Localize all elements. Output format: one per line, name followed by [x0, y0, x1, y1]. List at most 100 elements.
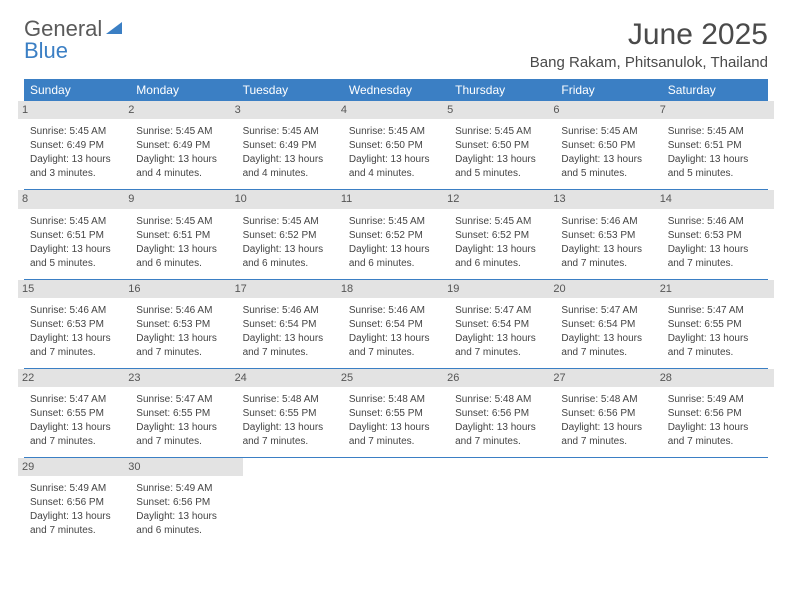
day-cell: Sunrise: 5:46 AMSunset: 6:54 PMDaylight:…	[237, 301, 343, 369]
day-line: Sunset: 6:52 PM	[349, 229, 443, 242]
daynum-cell: 29	[24, 458, 130, 479]
day-line: Sunrise: 5:46 AM	[136, 304, 230, 317]
day-line: Daylight: 13 hours	[349, 421, 443, 434]
day-number: 7	[656, 101, 774, 119]
day-line: Sunrise: 5:49 AM	[136, 482, 230, 495]
day-line: Daylight: 13 hours	[136, 421, 230, 434]
day-header: Sunday	[24, 79, 130, 101]
daynum-cell: 23	[130, 369, 236, 390]
day-line: Daylight: 13 hours	[668, 153, 762, 166]
title-block: June 2025 Bang Rakam, Phitsanulok, Thail…	[530, 18, 768, 71]
day-line: and 6 minutes.	[136, 257, 230, 270]
day-cell: Sunrise: 5:45 AMSunset: 6:51 PMDaylight:…	[24, 212, 130, 280]
day-line: and 6 minutes.	[349, 257, 443, 270]
day-number: 9	[124, 190, 242, 208]
day-cell	[343, 479, 449, 546]
day-line: Sunset: 6:55 PM	[668, 318, 762, 331]
day-cell	[449, 479, 555, 546]
daynum-cell: 3	[237, 101, 343, 122]
daynum-cell: 13	[555, 190, 661, 211]
day-number: 30	[124, 458, 242, 476]
day-line: and 7 minutes.	[561, 435, 655, 448]
daynum-row: 15161718192021	[24, 280, 768, 301]
daynum-cell	[555, 458, 661, 479]
day-line: Sunrise: 5:45 AM	[455, 215, 549, 228]
day-header: Wednesday	[343, 79, 449, 101]
daynum-cell: 18	[343, 280, 449, 301]
day-cell: Sunrise: 5:48 AMSunset: 6:55 PMDaylight:…	[343, 390, 449, 458]
daynum-cell	[662, 458, 768, 479]
day-number: 1	[18, 101, 136, 119]
day-cell: Sunrise: 5:47 AMSunset: 6:54 PMDaylight:…	[449, 301, 555, 369]
day-line: Sunrise: 5:48 AM	[349, 393, 443, 406]
day-content-row: Sunrise: 5:49 AMSunset: 6:56 PMDaylight:…	[24, 479, 768, 546]
day-number: 25	[337, 369, 455, 387]
day-line: Sunset: 6:54 PM	[243, 318, 337, 331]
day-line: Daylight: 13 hours	[136, 153, 230, 166]
day-cell: Sunrise: 5:45 AMSunset: 6:52 PMDaylight:…	[237, 212, 343, 280]
daynum-cell: 9	[130, 190, 236, 211]
daynum-row: 1234567	[24, 101, 768, 122]
day-line: Sunset: 6:56 PM	[668, 407, 762, 420]
day-line: Sunset: 6:56 PM	[561, 407, 655, 420]
day-line: Sunrise: 5:46 AM	[30, 304, 124, 317]
day-number: 14	[656, 190, 774, 208]
day-line: and 7 minutes.	[136, 346, 230, 359]
daynum-row: 22232425262728	[24, 369, 768, 390]
day-cell: Sunrise: 5:45 AMSunset: 6:52 PMDaylight:…	[449, 212, 555, 280]
daynum-cell: 26	[449, 369, 555, 390]
day-line: Sunrise: 5:46 AM	[668, 215, 762, 228]
day-number: 6	[549, 101, 667, 119]
day-line: Sunset: 6:54 PM	[349, 318, 443, 331]
day-number: 24	[231, 369, 349, 387]
day-line: and 7 minutes.	[668, 346, 762, 359]
day-line: and 7 minutes.	[455, 346, 549, 359]
daynum-cell: 27	[555, 369, 661, 390]
daynum-cell: 16	[130, 280, 236, 301]
day-line: Sunrise: 5:45 AM	[136, 125, 230, 138]
day-line: Sunset: 6:55 PM	[349, 407, 443, 420]
day-line: Sunset: 6:52 PM	[455, 229, 549, 242]
day-line: and 6 minutes.	[136, 524, 230, 537]
day-cell: Sunrise: 5:45 AMSunset: 6:52 PMDaylight:…	[343, 212, 449, 280]
day-line: Sunrise: 5:45 AM	[30, 125, 124, 138]
day-number: 5	[443, 101, 561, 119]
day-line: Sunrise: 5:48 AM	[455, 393, 549, 406]
day-cell	[555, 479, 661, 546]
day-line: Daylight: 13 hours	[561, 332, 655, 345]
day-line: and 3 minutes.	[30, 167, 124, 180]
day-line: Daylight: 13 hours	[455, 421, 549, 434]
day-header: Thursday	[449, 79, 555, 101]
day-line: Daylight: 13 hours	[455, 243, 549, 256]
day-line: Daylight: 13 hours	[349, 332, 443, 345]
day-number: 3	[231, 101, 349, 119]
brand-logo: General Blue	[24, 18, 124, 62]
day-line: Sunrise: 5:47 AM	[561, 304, 655, 317]
day-number: 11	[337, 190, 455, 208]
day-line: Daylight: 13 hours	[561, 421, 655, 434]
daynum-cell: 1	[24, 101, 130, 122]
daynum-cell	[343, 458, 449, 479]
day-line: Sunrise: 5:45 AM	[455, 125, 549, 138]
day-line: and 6 minutes.	[243, 257, 337, 270]
day-cell: Sunrise: 5:49 AMSunset: 6:56 PMDaylight:…	[24, 479, 130, 546]
day-line: Daylight: 13 hours	[668, 332, 762, 345]
day-line: Sunrise: 5:48 AM	[243, 393, 337, 406]
day-header: Tuesday	[237, 79, 343, 101]
day-line: Sunrise: 5:45 AM	[30, 215, 124, 228]
day-line: and 4 minutes.	[136, 167, 230, 180]
day-cell: Sunrise: 5:45 AMSunset: 6:49 PMDaylight:…	[130, 122, 236, 190]
daynum-cell: 30	[130, 458, 236, 479]
day-line: Daylight: 13 hours	[243, 153, 337, 166]
day-cell: Sunrise: 5:45 AMSunset: 6:51 PMDaylight:…	[130, 212, 236, 280]
day-line: and 4 minutes.	[243, 167, 337, 180]
day-line: Daylight: 13 hours	[455, 153, 549, 166]
day-number: 2	[124, 101, 242, 119]
day-line: Sunrise: 5:46 AM	[349, 304, 443, 317]
day-line: and 5 minutes.	[561, 167, 655, 180]
day-cell: Sunrise: 5:49 AMSunset: 6:56 PMDaylight:…	[662, 390, 768, 458]
day-line: Sunrise: 5:45 AM	[136, 215, 230, 228]
day-line: Sunrise: 5:48 AM	[561, 393, 655, 406]
day-line: Sunset: 6:53 PM	[30, 318, 124, 331]
day-number: 10	[231, 190, 349, 208]
